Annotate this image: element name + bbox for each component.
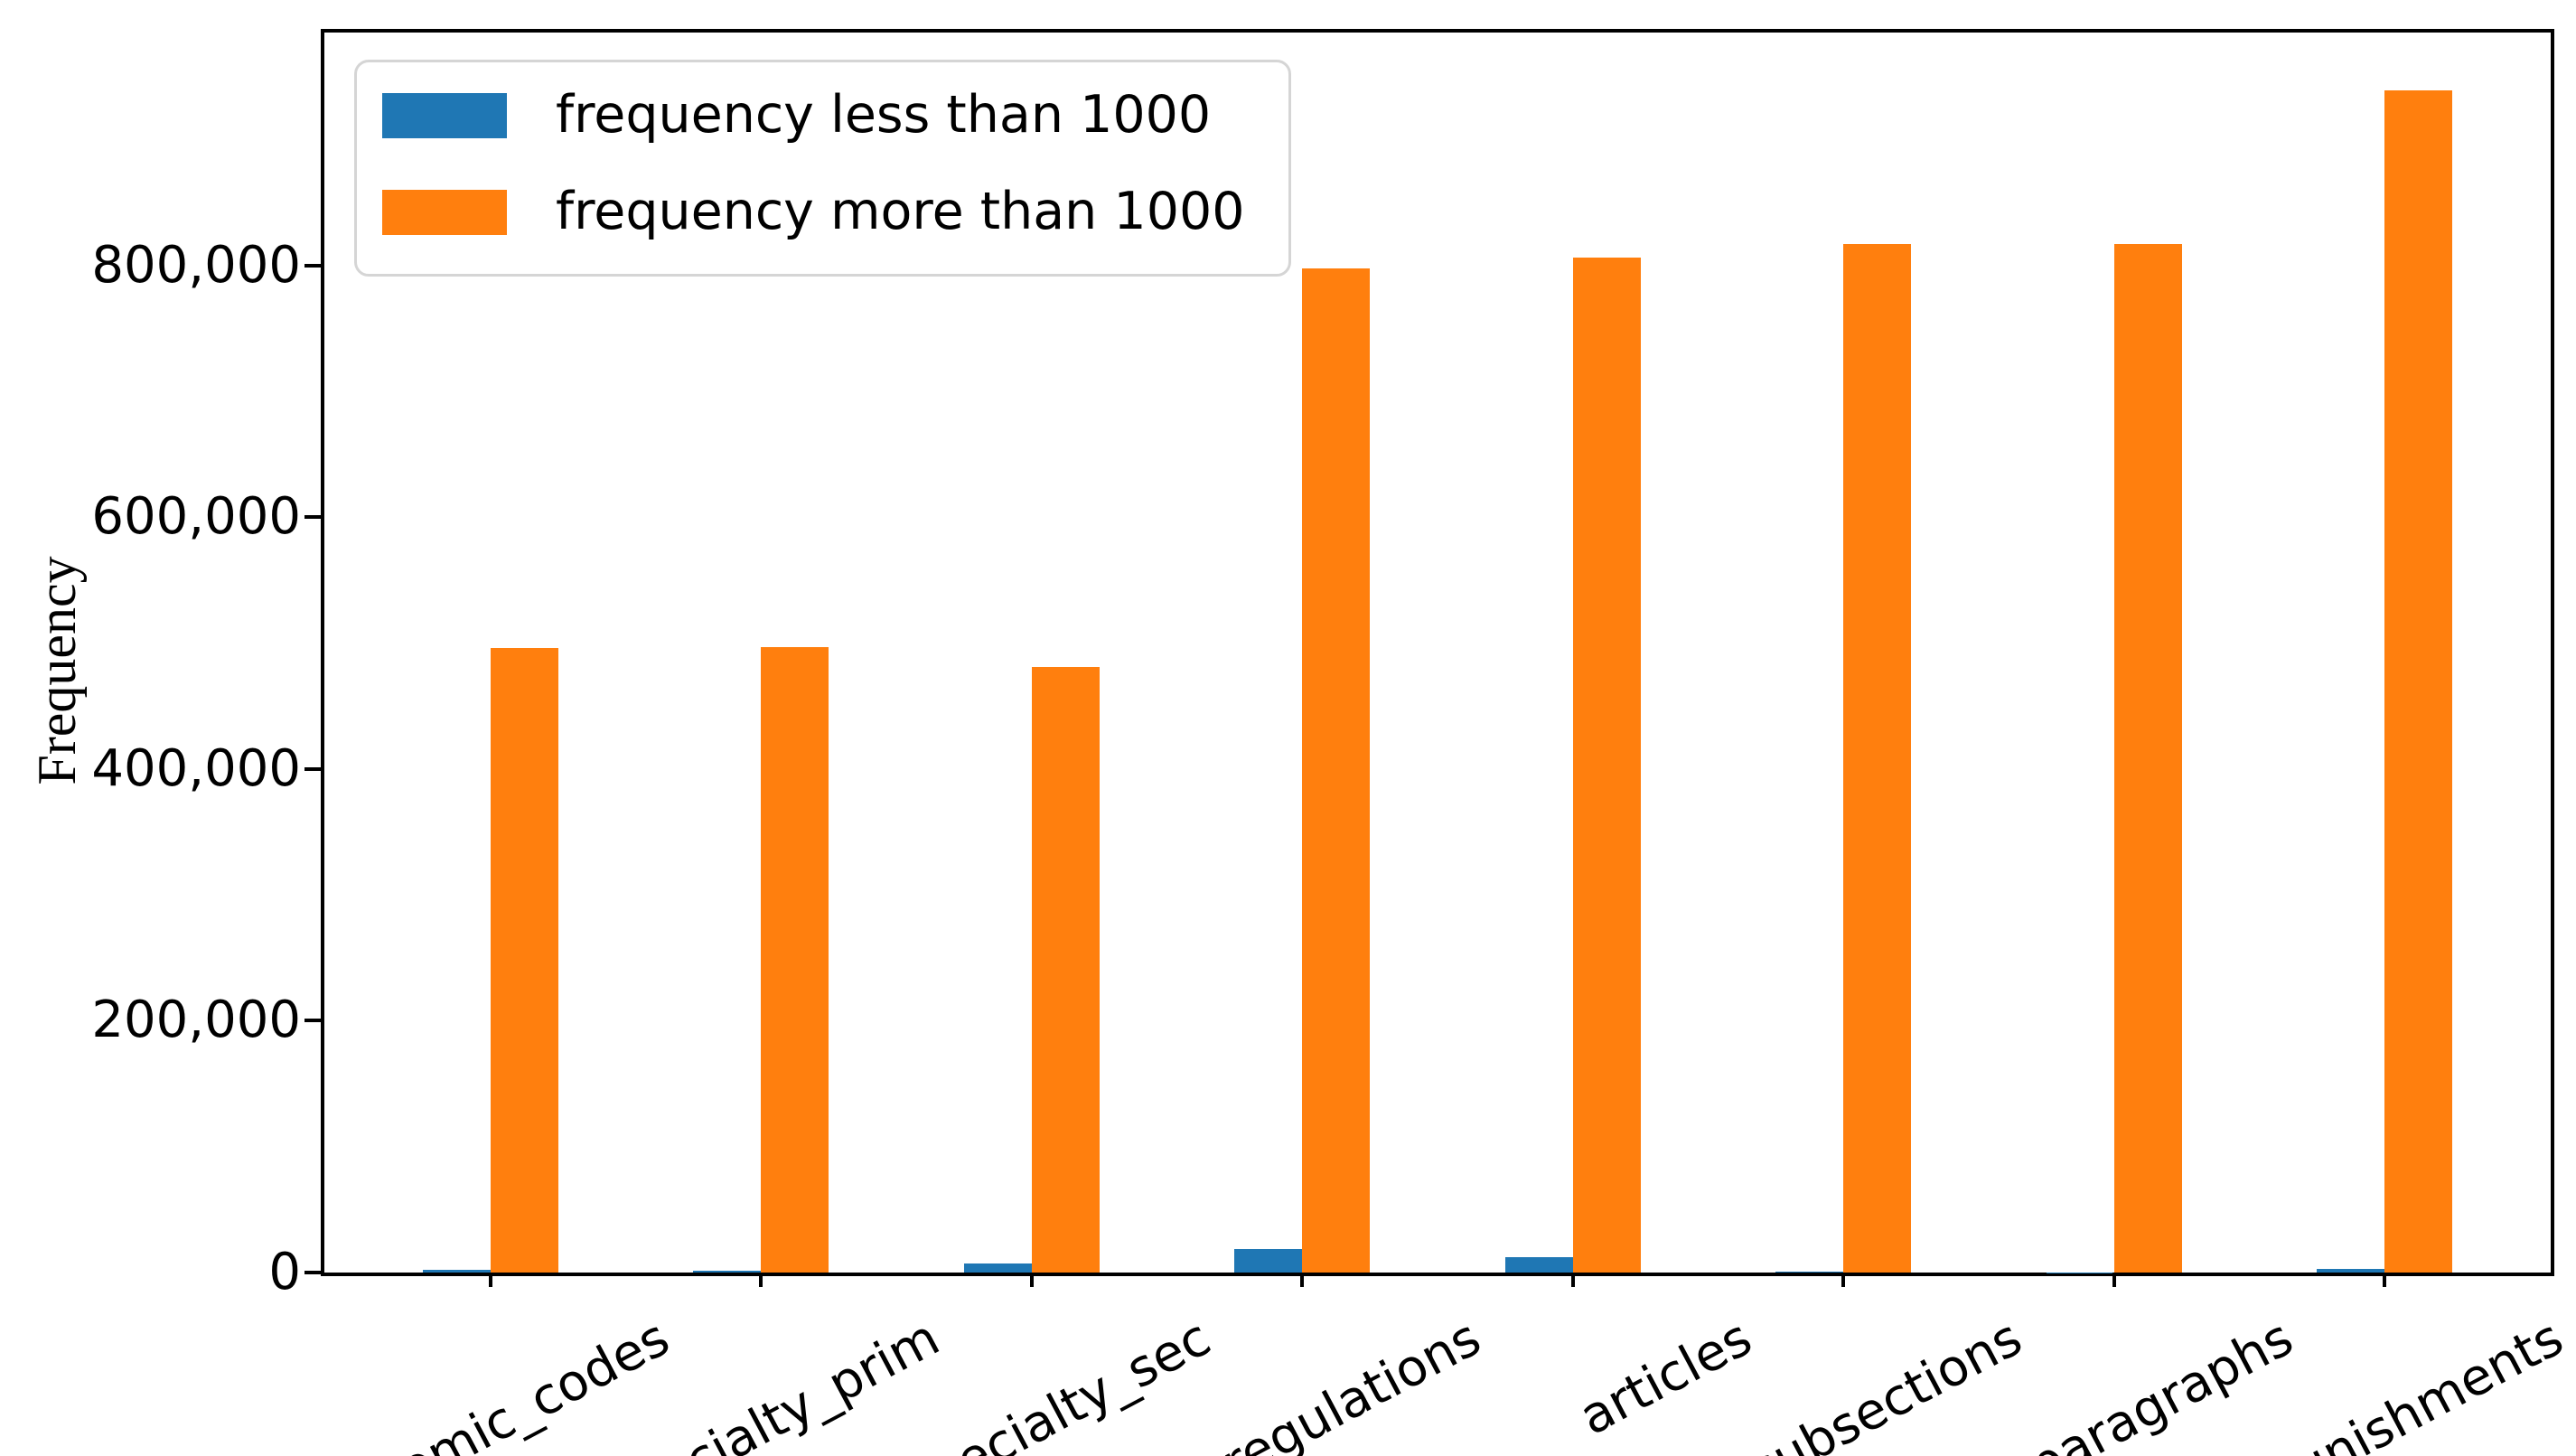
- y-tick-mark: [304, 766, 321, 771]
- x-tick-label-regulations: regulations: [1213, 1308, 1491, 1456]
- bar-subsections-gt1000: [1843, 244, 1912, 1273]
- y-tick-mark: [304, 1019, 321, 1023]
- bar-economic_codes-gt1000: [491, 648, 558, 1273]
- x-tick-label-articles: articles: [1569, 1308, 1761, 1448]
- bar-specialty_sec-lt1000: [963, 1263, 1032, 1273]
- x-tick-mark: [2383, 1273, 2386, 1287]
- y-tick-label: 200,000: [91, 991, 301, 1050]
- legend-swatch-blue: [382, 92, 507, 138]
- legend-label: frequency less than 1000: [556, 85, 1212, 145]
- y-tick-label: 800,000: [91, 235, 301, 295]
- bar-articles-lt1000: [1504, 1257, 1573, 1273]
- legend-row: frequency more than 1000: [382, 186, 1245, 238]
- x-tick-label-specialty_sec: specialty_sec: [895, 1308, 1221, 1456]
- legend-label: frequency more than 1000: [556, 182, 1245, 241]
- bar-group-subparagraphs: [2046, 33, 2182, 1273]
- x-tick-label-punishments: punishments: [2255, 1308, 2573, 1456]
- x-tick-mark: [1570, 1273, 1575, 1287]
- y-tick-mark: [304, 515, 321, 520]
- bar-regulations-lt1000: [1234, 1249, 1303, 1273]
- x-tick-label-economic_codes: economic_codes: [282, 1308, 679, 1456]
- bar-specialty_prim-lt1000: [693, 1271, 762, 1273]
- x-tick-mark: [1300, 1273, 1305, 1287]
- y-tick-mark: [304, 1271, 321, 1274]
- bar-group-subsections: [1775, 33, 1912, 1273]
- bar-group-specialty_prim: [693, 33, 829, 1273]
- y-tick-label: 400,000: [91, 738, 301, 798]
- legend-swatch-orange: [382, 189, 507, 235]
- x-tick-label-subsections: subsections: [1739, 1308, 2032, 1456]
- bar-specialty_prim-gt1000: [761, 646, 829, 1273]
- x-tick-mark: [759, 1273, 763, 1287]
- bar-group-punishments: [2317, 33, 2452, 1273]
- x-tick-mark: [1841, 1273, 1846, 1287]
- bar-specialty_sec-gt1000: [1031, 667, 1100, 1273]
- y-tick-label: 0: [268, 1243, 301, 1301]
- bar-group-regulations: [1234, 33, 1371, 1273]
- x-tick-mark: [489, 1273, 492, 1287]
- bar-punishments-lt1000: [2317, 1268, 2384, 1273]
- bar-group-articles: [1504, 33, 1641, 1273]
- y-tick-mark: [304, 263, 321, 268]
- y-axis-title: Frequency: [27, 556, 87, 785]
- y-tick-label: 600,000: [91, 487, 301, 547]
- bar-economic_codes-lt1000: [423, 1269, 491, 1273]
- bar-punishments-gt1000: [2384, 90, 2452, 1273]
- bar-subsections-lt1000: [1775, 1271, 1844, 1273]
- bar-articles-gt1000: [1572, 258, 1641, 1273]
- bar-regulations-gt1000: [1302, 268, 1371, 1273]
- bar-group-specialty_sec: [963, 33, 1100, 1273]
- bar-subparagraphs-gt1000: [2113, 244, 2182, 1273]
- legend: frequency less than 1000 frequency more t…: [354, 60, 1291, 277]
- x-tick-mark: [2112, 1273, 2116, 1287]
- x-tick-mark: [1029, 1273, 1034, 1287]
- plot-area: 0 200,000 400,000 600,000 800,000 economic_c…: [91, 29, 2572, 1456]
- bar-group-economic_codes: [423, 33, 558, 1273]
- legend-row: frequency less than 1000: [382, 89, 1245, 141]
